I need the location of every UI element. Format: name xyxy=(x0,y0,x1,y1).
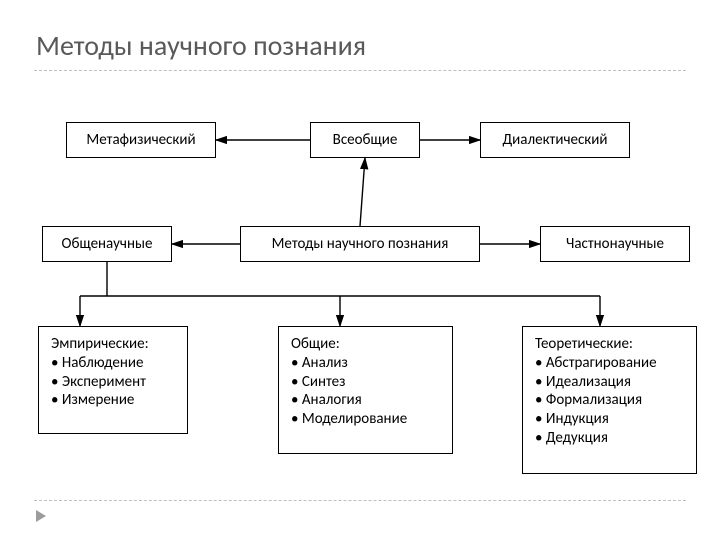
list-item: Дедукция xyxy=(535,429,684,448)
list-item: Синтез xyxy=(291,373,440,392)
node-universal: Всеобщие xyxy=(310,122,420,158)
node-theoretical: Теоретические: Абстрагирование Идеализац… xyxy=(522,326,697,474)
list-item: Эксперимент xyxy=(51,373,175,392)
node-heading: Общие: xyxy=(291,335,440,354)
node-heading: Теоретические: xyxy=(535,335,684,354)
node-label: Диалектический xyxy=(503,131,608,150)
divider-bottom xyxy=(34,500,686,501)
node-label: Метафизический xyxy=(86,131,195,150)
node-heading: Эмпирические: xyxy=(51,335,175,354)
list-item: Аналогия xyxy=(291,391,440,410)
slide-marker-icon xyxy=(36,510,46,522)
node-general-scientific: Общенаучные xyxy=(42,226,172,262)
list-item: Абстрагирование xyxy=(535,354,684,373)
node-root: Методы научного познания xyxy=(240,226,480,262)
node-label: Общенаучные xyxy=(62,235,153,254)
list-item: Идеализация xyxy=(535,373,684,392)
node-dialectical: Диалектический xyxy=(480,122,630,158)
node-bullets: Наблюдение Эксперимент Измерение xyxy=(51,354,175,410)
node-metaphysical: Метафизический xyxy=(66,122,216,158)
node-label: Всеобщие xyxy=(333,131,398,150)
list-item: Моделирование xyxy=(291,410,440,429)
node-common: Общие: Анализ Синтез Аналогия Моделирова… xyxy=(278,326,453,454)
node-bullets: Абстрагирование Идеализация Формализация… xyxy=(535,354,684,448)
list-item: Измерение xyxy=(51,391,175,410)
page: Методы научного познания Метафизический … xyxy=(0,0,720,540)
list-item: Индукция xyxy=(535,410,684,429)
node-label: Методы научного познания xyxy=(272,235,449,254)
node-empirical: Эмпирические: Наблюдение Эксперимент Изм… xyxy=(38,326,188,434)
node-particular-scientific: Частнонаучные xyxy=(540,226,690,262)
node-bullets: Анализ Синтез Аналогия Моделирование xyxy=(291,354,440,429)
list-item: Анализ xyxy=(291,354,440,373)
list-item: Формализация xyxy=(535,391,684,410)
list-item: Наблюдение xyxy=(51,354,175,373)
node-label: Частнонаучные xyxy=(566,235,664,254)
page-title: Методы научного познания xyxy=(36,28,366,63)
divider-top xyxy=(34,70,686,71)
